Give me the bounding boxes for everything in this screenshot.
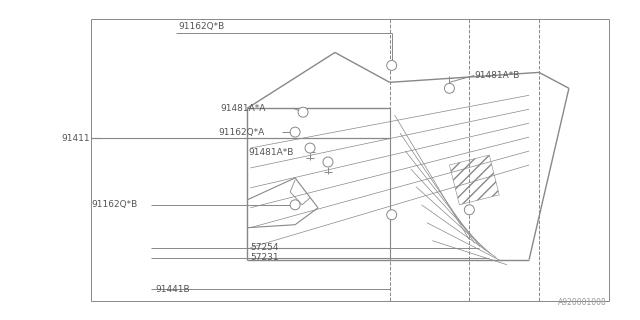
Text: 91162Q*B: 91162Q*B	[179, 21, 225, 31]
Text: 91411: 91411	[61, 133, 90, 143]
Circle shape	[290, 200, 300, 210]
Text: 57231: 57231	[250, 253, 279, 262]
Circle shape	[387, 60, 397, 70]
Text: 91481A*B: 91481A*B	[248, 148, 294, 156]
Circle shape	[387, 210, 397, 220]
Circle shape	[444, 83, 454, 93]
Text: 91162Q*A: 91162Q*A	[218, 128, 265, 137]
Circle shape	[298, 107, 308, 117]
Text: 91481A*A: 91481A*A	[220, 104, 266, 113]
Text: 57254: 57254	[250, 243, 279, 252]
Text: 91441B: 91441B	[156, 285, 190, 294]
Circle shape	[290, 127, 300, 137]
Text: A920001008: A920001008	[558, 298, 607, 307]
Text: 91481A*B: 91481A*B	[474, 71, 520, 80]
Circle shape	[305, 143, 315, 153]
Circle shape	[465, 205, 474, 215]
Circle shape	[323, 157, 333, 167]
Text: 91162Q*B: 91162Q*B	[91, 200, 137, 209]
